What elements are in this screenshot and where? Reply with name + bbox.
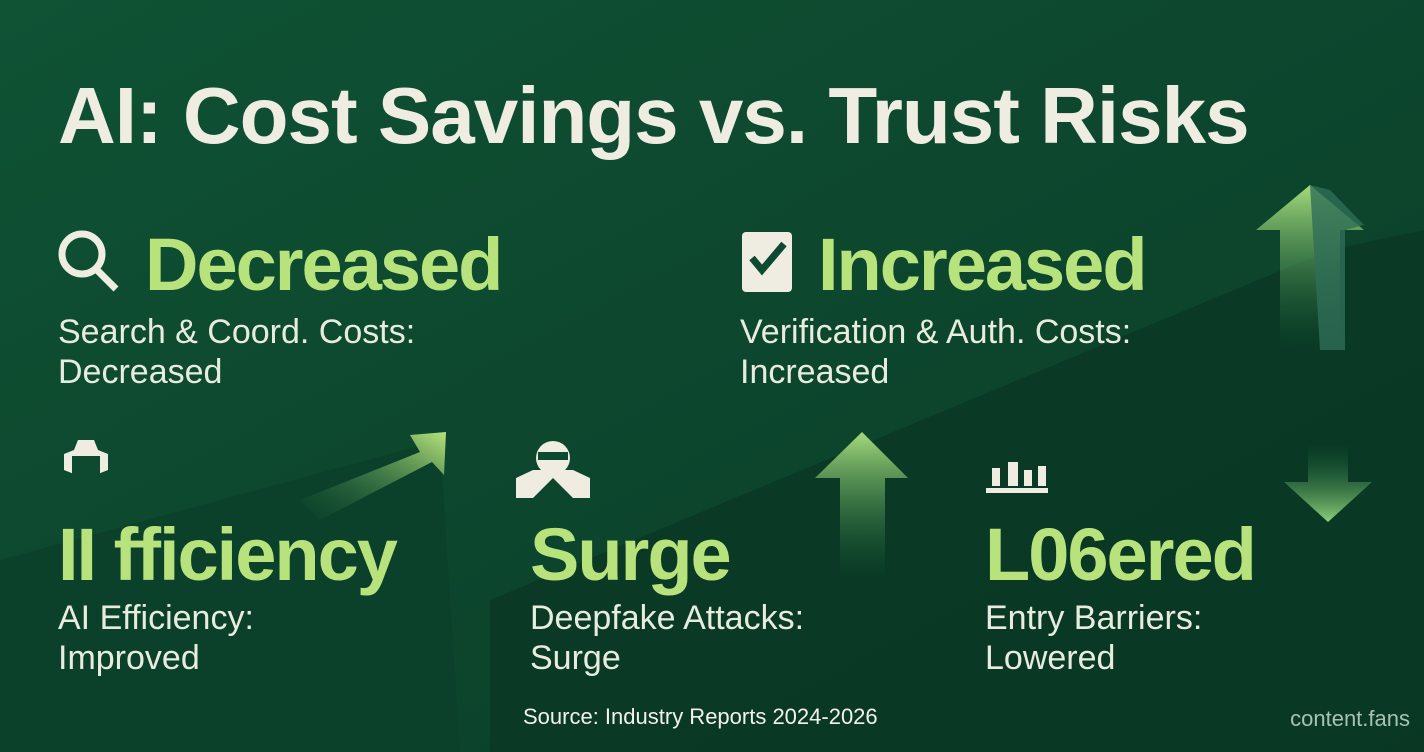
card-heading: Decreased (145, 223, 503, 306)
card-description: Deepfake Attacks: Surge (530, 599, 805, 677)
title: AI: Cost Savings vs. Trust Risks (58, 71, 1250, 160)
card-heading: II fficiency (58, 513, 398, 596)
card-heading: L06ered (985, 513, 1257, 596)
card-heading: Surge (530, 513, 732, 596)
card-description: AI Efficiency: Improved (58, 599, 254, 677)
brand: content.fans (1290, 706, 1410, 731)
card-description: Search & Coord. Costs: Decreased (58, 313, 416, 391)
card-description: Entry Barriers: Lowered (985, 599, 1203, 677)
card-description: Verification & Auth. Costs: Increased (740, 313, 1132, 391)
card-heading: Increased (818, 223, 1148, 306)
source-note: Source: Industry Reports 2024-2026 (523, 704, 878, 729)
